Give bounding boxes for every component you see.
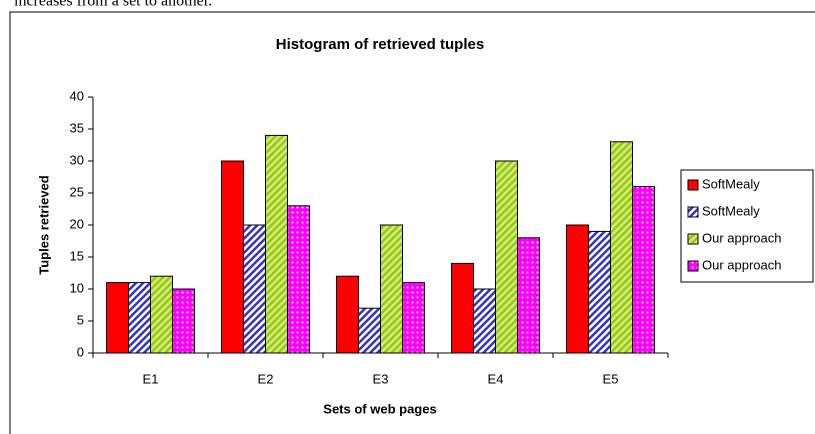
y-tick-label: 20 xyxy=(70,216,84,231)
bar xyxy=(172,288,195,354)
bar xyxy=(632,186,655,354)
y-tick-label: 15 xyxy=(70,248,84,263)
legend-swatch xyxy=(687,206,699,218)
bar xyxy=(336,275,359,354)
bar xyxy=(128,282,151,354)
bar xyxy=(150,275,173,354)
bar xyxy=(495,160,518,354)
x-axis-label: Sets of web pages xyxy=(323,401,436,416)
bar xyxy=(287,205,310,354)
legend-label: Our approach xyxy=(702,230,782,245)
x-tick-label: E3 xyxy=(373,371,389,386)
chart-frame xyxy=(9,11,815,434)
bar xyxy=(358,307,381,354)
document-text: increases from a set to another. xyxy=(14,0,212,10)
legend-label: SoftMealy xyxy=(702,176,760,191)
bar xyxy=(380,224,403,354)
y-tick-label: 40 xyxy=(70,88,84,103)
y-tick-label: 0 xyxy=(77,344,84,359)
x-tick-label: E4 xyxy=(488,371,504,386)
legend-swatch xyxy=(687,179,699,191)
y-axis-label: Tuples retrieved xyxy=(36,175,51,275)
y-tick-label: 10 xyxy=(70,280,84,295)
y-tick-label: 30 xyxy=(70,152,84,167)
bar xyxy=(402,282,425,354)
y-tick-label: 5 xyxy=(77,312,84,327)
bar xyxy=(588,230,611,354)
bar xyxy=(243,224,266,354)
bar xyxy=(473,288,496,354)
legend-label: Our approach xyxy=(702,257,782,272)
y-tick-label: 35 xyxy=(70,120,84,135)
bar xyxy=(610,141,633,354)
legend-swatch xyxy=(687,260,699,272)
bar xyxy=(221,160,244,354)
bar xyxy=(265,134,288,354)
bar xyxy=(106,282,129,354)
bar xyxy=(451,262,474,354)
bar xyxy=(517,237,540,354)
legend-box xyxy=(680,169,814,283)
legend-swatch xyxy=(687,233,699,245)
y-tick-label: 25 xyxy=(70,184,84,199)
x-tick-label: E5 xyxy=(603,371,619,386)
chart-title: Histogram of retrieved tuples xyxy=(276,36,484,53)
x-tick-label: E2 xyxy=(258,371,274,386)
x-tick-label: E1 xyxy=(143,371,159,386)
legend-label: SoftMealy xyxy=(702,203,760,218)
bar xyxy=(566,224,589,354)
